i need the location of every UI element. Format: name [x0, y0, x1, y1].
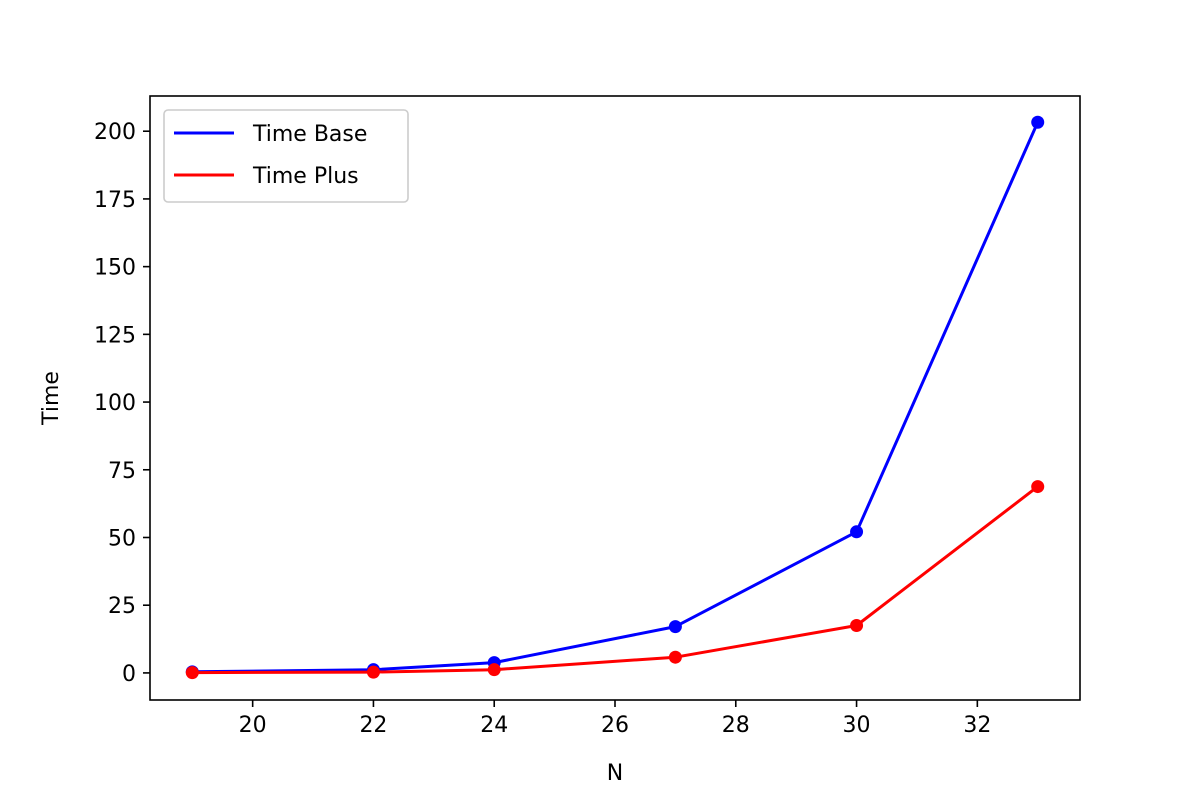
- plot-frame: [149, 95, 1081, 701]
- x-tick-label: 30: [843, 713, 871, 738]
- data-point-time-plus: [366, 665, 380, 679]
- x-tick-label: 26: [601, 713, 629, 738]
- data-point-time-base: [850, 525, 864, 539]
- y-tick-label: 150: [94, 256, 136, 281]
- data-point-time-plus: [487, 663, 501, 677]
- series-line-time-plus: [192, 485, 1039, 675]
- data-point-time-plus: [1031, 480, 1045, 494]
- data-point-time-base: [668, 620, 682, 634]
- y-axis-label: Time: [39, 371, 64, 426]
- y-tick-label: 100: [94, 391, 136, 416]
- legend-label-time-base: Time Base: [252, 122, 367, 147]
- series-time-plus: [185, 480, 1045, 680]
- series-line-time-base: [192, 121, 1040, 674]
- x-tick-label: 28: [722, 713, 750, 738]
- series-layer: [185, 115, 1045, 680]
- y-tick-label: 175: [94, 188, 136, 213]
- y-tick-label: 50: [108, 526, 136, 551]
- legend: Time Base Time Plus: [163, 109, 409, 203]
- x-tick-label: 32: [963, 713, 991, 738]
- data-point-time-plus: [185, 666, 199, 680]
- x-axis-label: N: [607, 761, 623, 786]
- y-tick-label: 200: [94, 120, 136, 145]
- x-tick-label: 22: [359, 713, 387, 738]
- y-tick-label: 125: [94, 323, 136, 348]
- axis-ticks: 20 22 24 26 28 30 32 0 25 50 75 100 125 150 175 200: [94, 120, 991, 738]
- data-point-time-plus: [668, 650, 682, 664]
- y-tick-label: 25: [108, 594, 136, 619]
- y-tick-label: 0: [122, 662, 136, 687]
- y-tick-label: 75: [108, 459, 136, 484]
- x-tick-label: 24: [480, 713, 508, 738]
- x-tick-label: 20: [239, 713, 267, 738]
- data-point-time-plus: [850, 619, 864, 633]
- legend-label-time-plus: Time Plus: [252, 164, 359, 189]
- data-point-time-base: [1031, 115, 1045, 129]
